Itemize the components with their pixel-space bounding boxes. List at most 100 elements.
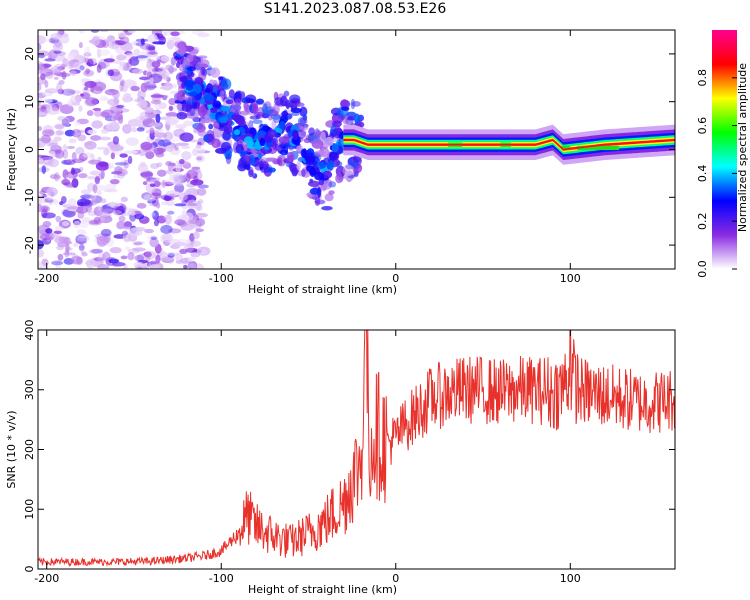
noise-blob xyxy=(67,99,75,107)
noise-blob xyxy=(41,258,49,267)
noise-blob xyxy=(77,235,89,239)
noise-blob xyxy=(136,202,147,209)
noise-blob xyxy=(153,147,165,155)
noise-blob xyxy=(190,262,197,269)
signal-blob xyxy=(353,171,359,178)
noise-blob xyxy=(91,85,103,95)
signal-blob xyxy=(296,160,301,171)
noise-blob xyxy=(148,122,162,127)
colorbar xyxy=(712,30,737,269)
noise-blob xyxy=(61,70,67,80)
noise-blob xyxy=(115,105,124,110)
noise-blob xyxy=(39,266,48,269)
spectrogram-ytick-label: 0 xyxy=(23,146,36,153)
noise-blob xyxy=(111,171,123,175)
noise-blob xyxy=(98,136,112,141)
noise-blob xyxy=(136,127,145,132)
noise-blob xyxy=(121,230,128,236)
ridge-blob xyxy=(304,155,316,163)
noise-blob xyxy=(183,243,194,253)
noise-blob xyxy=(62,149,69,160)
noise-blob xyxy=(122,93,132,103)
noise-blob xyxy=(38,203,43,213)
ridge-blob xyxy=(219,116,228,124)
noise-blob xyxy=(196,141,202,146)
noise-blob xyxy=(190,251,201,258)
noise-blob xyxy=(48,200,53,206)
noise-blob xyxy=(86,58,94,67)
ridge-blob xyxy=(259,137,266,147)
noise-blob xyxy=(91,36,101,46)
noise-blob xyxy=(38,70,47,74)
noise-blob xyxy=(76,198,91,207)
noise-blob xyxy=(131,126,137,133)
signal-blob xyxy=(270,114,282,120)
signal-blob xyxy=(196,124,206,133)
noise-blob xyxy=(75,146,85,155)
noise-blob xyxy=(78,243,85,252)
noise-blob xyxy=(153,180,161,188)
noise-blob xyxy=(190,235,195,245)
noise-blob xyxy=(120,80,125,87)
noise-blob xyxy=(58,80,65,85)
noise-blob xyxy=(141,192,153,201)
noise-blob xyxy=(38,142,41,147)
noise-blob xyxy=(158,141,164,149)
ridge-blob xyxy=(316,161,326,170)
signal-blob xyxy=(186,66,197,71)
noise-blob xyxy=(54,225,64,232)
noise-blob xyxy=(164,220,170,229)
noise-blob xyxy=(168,228,182,234)
noise-blob xyxy=(155,254,161,264)
noise-blob xyxy=(49,233,61,238)
noise-blob xyxy=(85,97,99,106)
noise-blob xyxy=(112,174,119,179)
signal-blob xyxy=(350,98,356,110)
ridge-blob xyxy=(331,143,339,153)
signal-blob xyxy=(176,61,181,69)
noise-blob xyxy=(134,241,145,245)
noise-blob xyxy=(40,73,46,81)
noise-blob xyxy=(93,206,104,217)
noise-blob xyxy=(121,212,130,216)
noise-blob xyxy=(98,161,109,167)
signal-blob xyxy=(272,103,280,115)
noise-blob xyxy=(119,153,128,158)
noise-blob xyxy=(100,198,107,204)
ridge-blob xyxy=(234,114,244,125)
noise-blob xyxy=(115,168,128,177)
noise-blob xyxy=(93,257,104,262)
noise-blob xyxy=(61,178,71,186)
signal-blob xyxy=(209,67,221,78)
noise-blob xyxy=(53,50,62,54)
noise-blob xyxy=(59,35,70,44)
noise-blob xyxy=(172,37,182,43)
noise-blob xyxy=(175,260,184,264)
noise-blob xyxy=(181,151,192,160)
noise-blob xyxy=(56,30,63,38)
noise-blob xyxy=(54,39,62,48)
noise-blob xyxy=(55,261,62,269)
band-segment xyxy=(577,145,620,151)
noise-blob xyxy=(166,252,179,256)
noise-blob xyxy=(54,174,61,180)
noise-blob xyxy=(135,42,146,47)
noise-blob xyxy=(50,32,63,40)
noise-blob xyxy=(195,228,204,233)
signal-blob xyxy=(236,139,243,148)
noise-blob xyxy=(58,236,70,243)
noise-blob xyxy=(152,109,163,115)
noise-blob xyxy=(139,111,149,121)
noise-blob xyxy=(113,114,123,121)
signal-blob xyxy=(211,138,221,149)
noise-blob xyxy=(57,241,69,248)
ridge-blob xyxy=(244,136,253,144)
ridge-blob xyxy=(220,105,231,112)
noise-blob xyxy=(83,86,89,91)
noise-blob xyxy=(165,144,175,152)
noise-blob xyxy=(127,252,135,261)
noise-blob xyxy=(44,104,57,108)
noise-blob xyxy=(180,145,191,150)
signal-blob xyxy=(252,119,263,124)
noise-blob xyxy=(70,255,83,265)
